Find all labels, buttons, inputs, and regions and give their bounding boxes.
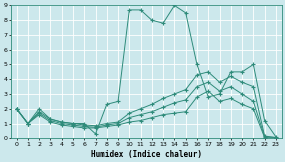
- X-axis label: Humidex (Indice chaleur): Humidex (Indice chaleur): [91, 150, 202, 159]
